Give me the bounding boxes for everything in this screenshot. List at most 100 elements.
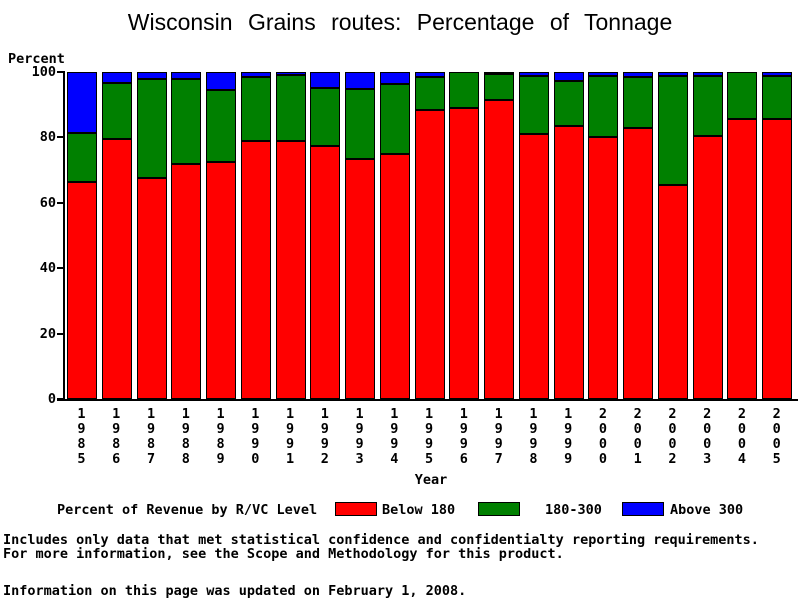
segment-above-300-2001 <box>623 72 654 77</box>
bar-1999 <box>553 72 584 399</box>
y-tick-0 <box>57 398 65 400</box>
y-tick-40 <box>57 267 65 270</box>
segment-above-300-1986 <box>101 72 132 84</box>
y-tick-label-40: 40 <box>39 260 56 277</box>
segment-180-300-1989 <box>206 90 237 162</box>
bar-2000 <box>588 72 619 399</box>
segment-below-180-1990 <box>240 140 271 399</box>
segment-below-180-1998 <box>518 134 549 399</box>
segment-180-300-2000 <box>588 76 619 138</box>
segment-above-300-1998 <box>518 72 549 76</box>
bar-2002 <box>657 72 688 399</box>
y-tick-label-20: 20 <box>39 325 56 342</box>
bar-1990 <box>240 72 271 399</box>
segment-above-300-1994 <box>379 72 410 85</box>
segment-180-300-1995 <box>414 76 445 110</box>
legend-label-180-300: 180-300 <box>545 502 602 518</box>
y-tick-20 <box>57 332 65 335</box>
segment-above-300-1997 <box>484 72 515 75</box>
segment-above-300-2000 <box>588 72 619 77</box>
segment-180-300-2004 <box>727 72 758 120</box>
segment-above-300-1989 <box>206 72 237 90</box>
segment-below-180-1989 <box>206 161 237 399</box>
bar-1993 <box>345 72 376 399</box>
segment-above-300-1992 <box>310 72 341 88</box>
segment-below-180-1995 <box>414 109 445 399</box>
bar-1987 <box>136 72 167 399</box>
plot-area: 0 20 40 60 80 100 <box>32 65 796 406</box>
footnote-line-2: For more information, see the Scope and … <box>3 546 564 562</box>
segment-180-300-2005 <box>762 76 793 120</box>
y-tick-80 <box>57 136 65 139</box>
segment-180-300-1997 <box>484 74 515 100</box>
y-tick-100 <box>57 71 65 73</box>
bar-1986 <box>101 72 132 399</box>
segment-below-180-2004 <box>727 119 758 399</box>
y-tick-60 <box>57 201 65 204</box>
segment-180-300-1988 <box>171 78 202 164</box>
segment-below-180-1997 <box>484 99 515 399</box>
footnote-line-1: Includes only data that met statistical … <box>3 532 759 548</box>
segment-180-300-1994 <box>379 84 410 154</box>
segment-above-300-1987 <box>136 72 167 79</box>
segment-above-300-2003 <box>692 72 723 77</box>
segment-180-300-2003 <box>692 76 723 136</box>
bar-2003 <box>692 72 723 399</box>
legend-swatch-above-300 <box>622 502 664 516</box>
segment-below-180-1996 <box>449 107 480 399</box>
segment-above-300-1993 <box>345 72 376 90</box>
bar-2005 <box>762 72 793 399</box>
bar-1988 <box>171 72 202 399</box>
segment-180-300-1991 <box>275 75 306 141</box>
segment-above-300-1991 <box>275 72 306 76</box>
segment-above-300-1999 <box>553 72 584 81</box>
bar-1985 <box>67 72 97 399</box>
segment-below-180-1999 <box>553 125 584 399</box>
segment-180-300-1999 <box>553 80 584 126</box>
legend-title: Percent of Revenue by R/VC Level <box>57 502 318 518</box>
segment-180-300-1987 <box>136 78 167 179</box>
segment-180-300-1990 <box>240 76 271 141</box>
legend-label-below-180: Below 180 <box>382 502 456 518</box>
segment-180-300-1985 <box>67 132 97 182</box>
segment-below-180-2002 <box>657 184 688 399</box>
legend-label-above-300: Above 300 <box>670 502 744 518</box>
y-tick-label-60: 60 <box>39 194 56 211</box>
y-tick-label-80: 80 <box>39 129 56 146</box>
x-axis-line <box>57 399 798 401</box>
y-axis-title: Percent <box>8 51 65 67</box>
segment-below-180-1988 <box>171 163 202 399</box>
bar-1995 <box>414 72 445 399</box>
chart-title: Wisconsin Grains routes: Percentage of T… <box>127 9 673 35</box>
bar-1996 <box>449 72 480 399</box>
y-tick-label-0: 0 <box>47 391 56 407</box>
segment-above-300-2005 <box>762 72 793 77</box>
segment-below-180-2003 <box>692 135 723 399</box>
bar-1998 <box>518 72 549 399</box>
segment-above-300-1988 <box>171 72 202 79</box>
segment-above-300-2002 <box>657 72 688 76</box>
y-tick-label-100: 100 <box>31 64 56 80</box>
segment-below-180-1991 <box>275 140 306 399</box>
bar-1997 <box>484 72 515 399</box>
segment-below-180-1992 <box>310 145 341 399</box>
segment-below-180-1985 <box>67 181 97 399</box>
bar-1994 <box>379 72 410 399</box>
legend-swatch-below-180 <box>335 502 377 516</box>
